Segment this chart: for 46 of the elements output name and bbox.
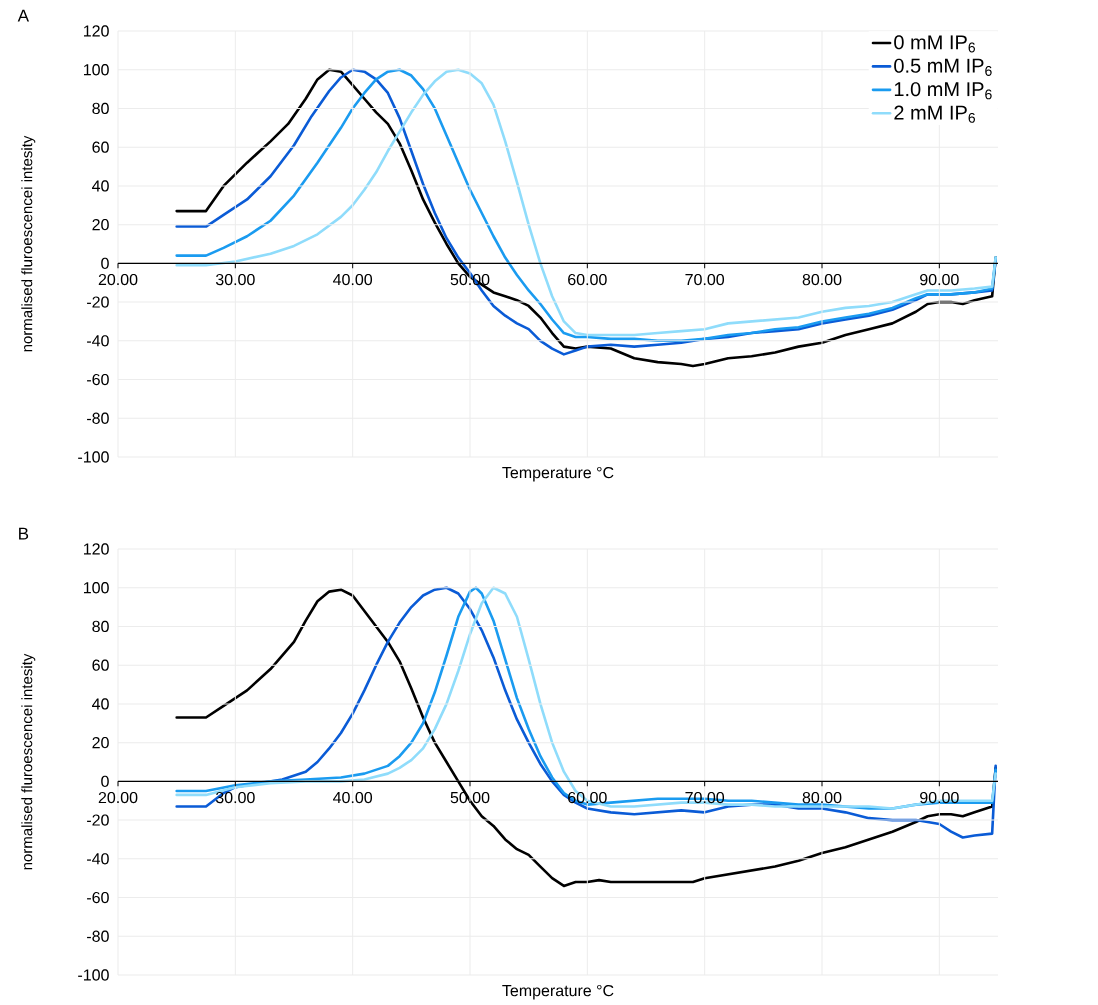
chart-title: B bbox=[19, 527, 29, 540]
y-tick-label: -20 bbox=[87, 814, 109, 826]
x-tick-label: 40.00 bbox=[333, 791, 373, 804]
x-tick-label: 60.00 bbox=[568, 273, 607, 286]
y-tick-label: 60 bbox=[92, 141, 109, 153]
legend-label: 0 mM IP$_{6}$ bbox=[894, 35, 975, 53]
y-tick-label: 20 bbox=[92, 736, 109, 749]
y-tick-label: -60 bbox=[87, 373, 109, 386]
y-tick-label: 80 bbox=[92, 620, 109, 633]
y-tick-label: 0 bbox=[101, 257, 109, 270]
y-tick-label: -40 bbox=[87, 853, 109, 865]
y-tick-label: 100 bbox=[84, 64, 109, 76]
x-tick-label: 40.00 bbox=[333, 273, 373, 286]
x-tick-label: 80.00 bbox=[802, 273, 842, 286]
x-tick-label: 20.00 bbox=[98, 791, 138, 804]
legend-label: 0.5 mM IP$_{6}$ bbox=[894, 58, 992, 76]
y-tick-label: 100 bbox=[84, 582, 109, 594]
y-tick-label: -20 bbox=[87, 296, 109, 308]
legend-label: 1.0 mM IP$_{6}$ bbox=[894, 82, 992, 100]
x-tick-label: 20.00 bbox=[98, 273, 138, 286]
y-axis-title: normalised fluroescencei intesity bbox=[21, 653, 36, 870]
y-tick-label: 20 bbox=[92, 218, 109, 231]
x-tick-label: 70.00 bbox=[685, 273, 725, 286]
y-tick-label: 40 bbox=[92, 180, 109, 192]
y-axis-title: normalised fluroescencei intesity bbox=[21, 135, 36, 352]
y-tick-label: -80 bbox=[87, 412, 109, 424]
y-tick-label: 40 bbox=[92, 698, 109, 710]
x-tick-label: 80.00 bbox=[802, 791, 842, 804]
x-tick-label: 90.00 bbox=[920, 791, 959, 804]
y-tick-label: -80 bbox=[87, 930, 109, 942]
y-tick-label: -100 bbox=[78, 969, 109, 981]
y-tick-label: -60 bbox=[87, 891, 109, 904]
y-tick-label: 80 bbox=[92, 102, 109, 115]
y-tick-label: 60 bbox=[92, 659, 109, 671]
y-tick-label: -100 bbox=[78, 451, 109, 463]
y-tick-label: 0 bbox=[101, 775, 109, 788]
y-tick-label: -40 bbox=[87, 335, 109, 347]
legend-label: 2 mM IP$_{6}$ bbox=[894, 105, 975, 123]
y-tick-label: 120 bbox=[84, 543, 109, 555]
x-tick-label: 30.00 bbox=[215, 273, 255, 286]
x-axis-title: Temperature °C bbox=[502, 466, 614, 482]
x-tick-label: 30.00 bbox=[215, 791, 255, 804]
x-axis-title: Temperature °C bbox=[502, 984, 614, 1000]
y-tick-label: 120 bbox=[84, 25, 109, 37]
chart-title: A bbox=[17, 9, 30, 22]
x-tick-label: 90.00 bbox=[920, 273, 959, 286]
